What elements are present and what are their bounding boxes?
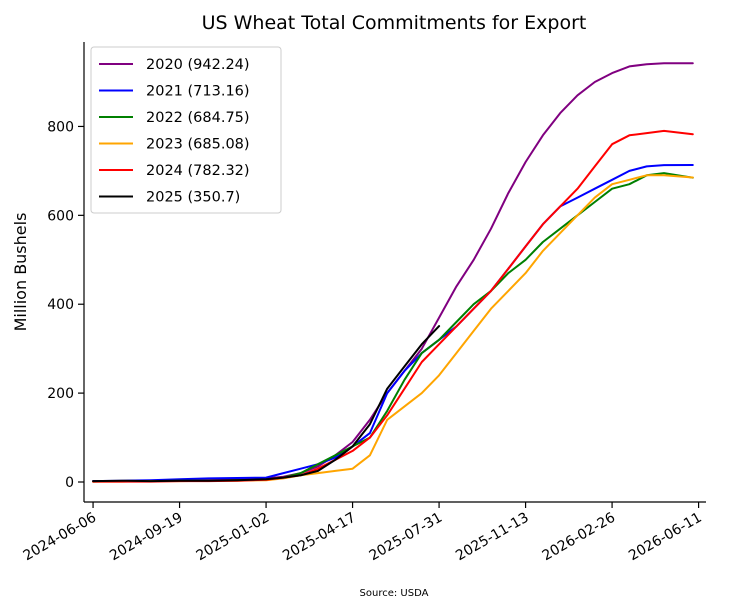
x-axis: 2024-06-06 2024-09-19 2025-01-02 2025-04-17… (21, 502, 705, 564)
series-line-3 (92, 174, 694, 483)
y-tick-label: 200 (47, 386, 74, 402)
plot-area (92, 62, 694, 483)
series-line-2 (92, 172, 694, 483)
y-tick-label: 400 (47, 297, 74, 313)
x-tick-label: 2025-01-02 (194, 510, 272, 565)
y-tick-label: 0 (65, 475, 74, 491)
legend-label: 2021 (713.16) (146, 84, 250, 100)
chart-title: US Wheat Total Commitments for Export (202, 12, 587, 34)
x-tick-label: 2026-06-11 (626, 510, 704, 565)
series-line-5 (92, 325, 441, 483)
x-tick-label: 2024-06-06 (21, 510, 100, 565)
legend-label: 2023 (685.08) (146, 137, 250, 153)
legend-label: 2022 (684.75) (146, 110, 250, 126)
legend-label: 2024 (782.32) (146, 163, 250, 179)
source-note: Source: USDA (360, 588, 429, 599)
y-axis: 0 200 400 600 800 (47, 119, 84, 491)
y-tick-label: 600 (47, 208, 74, 224)
y-axis-label: Million Bushels (11, 213, 30, 332)
x-tick-label: 2025-11-13 (453, 510, 531, 565)
legend-label: 2020 (942.24) (146, 57, 250, 73)
legend-label: 2025 (350.7) (146, 190, 240, 206)
legend: 2020 (942.24) 2021 (713.16) 2022 (684.75) 2… (90, 46, 282, 214)
legend-box (90, 46, 282, 214)
x-tick-label: 2025-07-31 (367, 510, 445, 565)
x-tick-label: 2026-02-26 (540, 510, 619, 565)
x-tick-label: 2025-04-17 (280, 510, 358, 565)
x-tick-label: 2024-09-19 (107, 510, 185, 565)
y-tick-label: 800 (47, 119, 74, 135)
